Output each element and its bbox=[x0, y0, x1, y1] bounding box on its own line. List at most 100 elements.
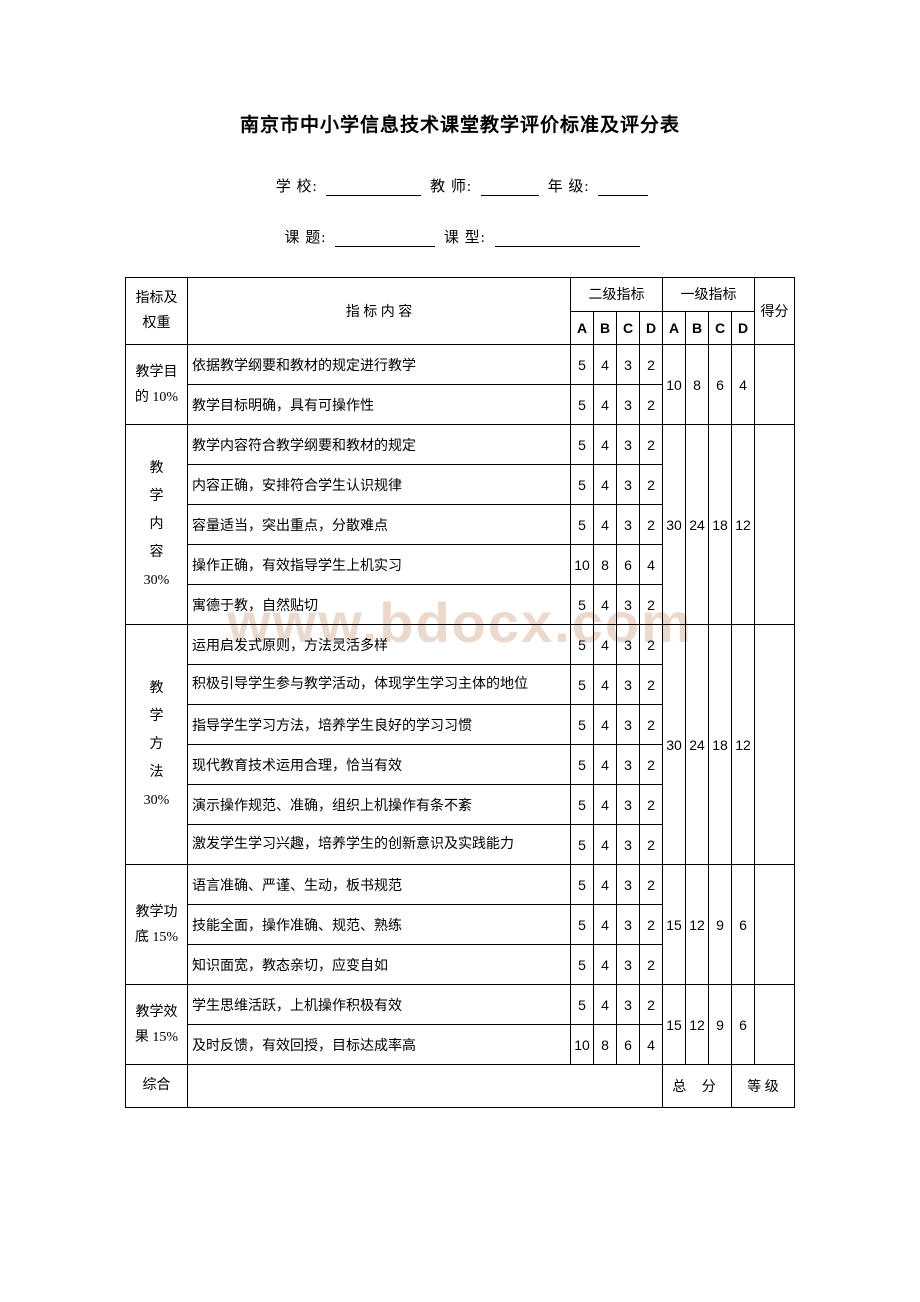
l2-score: 3 bbox=[617, 625, 640, 665]
l2-score: 4 bbox=[594, 945, 617, 985]
l2-score: 3 bbox=[617, 345, 640, 385]
l1-score: 24 bbox=[686, 625, 709, 865]
l2-score: 2 bbox=[640, 625, 663, 665]
section-weight: 教学功底 15% bbox=[126, 865, 188, 985]
l2-score: 5 bbox=[571, 985, 594, 1025]
l2-score: 2 bbox=[640, 705, 663, 745]
hdr-content: 指 标 内 容 bbox=[188, 278, 571, 345]
l2-score: 3 bbox=[617, 665, 640, 705]
l2-score: 2 bbox=[640, 585, 663, 625]
l2-score: 4 bbox=[594, 665, 617, 705]
score-cell bbox=[755, 345, 795, 425]
l2-score: 2 bbox=[640, 945, 663, 985]
l1-score: 12 bbox=[732, 425, 755, 625]
l2-score: 10 bbox=[571, 545, 594, 585]
l2-score: 3 bbox=[617, 705, 640, 745]
l2-score: 5 bbox=[571, 345, 594, 385]
criteria-desc: 教学内容符合教学纲要和教材的规定 bbox=[188, 425, 571, 465]
teacher-label: 教 师: bbox=[430, 179, 472, 195]
l2-score: 2 bbox=[640, 785, 663, 825]
criteria-desc: 内容正确，安排符合学生认识规律 bbox=[188, 465, 571, 505]
l1-score: 15 bbox=[663, 865, 686, 985]
school-blank bbox=[326, 180, 421, 197]
l2-score: 5 bbox=[571, 825, 594, 865]
l1-score: 30 bbox=[663, 425, 686, 625]
l2-score: 3 bbox=[617, 385, 640, 425]
l2-score: 2 bbox=[640, 425, 663, 465]
l1-score: 12 bbox=[686, 865, 709, 985]
footer-zonghe: 综合 bbox=[126, 1065, 188, 1107]
topic-label: 课 题: bbox=[284, 230, 326, 246]
evaluation-table: 指标及权重 指 标 内 容 二级指标 一级指标 得分 A B C D A B C… bbox=[125, 277, 795, 1108]
l1-score: 6 bbox=[732, 865, 755, 985]
l2-score: 4 bbox=[594, 585, 617, 625]
l2-score: 3 bbox=[617, 985, 640, 1025]
section-weight: 教学效果 15% bbox=[126, 985, 188, 1065]
grade-label: 年 级: bbox=[548, 179, 590, 195]
footer-grade: 等 级 bbox=[732, 1065, 795, 1107]
l2-score: 2 bbox=[640, 985, 663, 1025]
l2-score: 5 bbox=[571, 665, 594, 705]
criteria-desc: 依据教学纲要和教材的规定进行教学 bbox=[188, 345, 571, 385]
l1-score: 18 bbox=[709, 425, 732, 625]
l2-score: 2 bbox=[640, 745, 663, 785]
l1-score: 6 bbox=[709, 345, 732, 425]
l1-score: 12 bbox=[686, 985, 709, 1065]
criteria-desc: 容量适当，突出重点，分散难点 bbox=[188, 505, 571, 545]
l2-score: 3 bbox=[617, 865, 640, 905]
l1-score: 18 bbox=[709, 625, 732, 865]
l2-score: 5 bbox=[571, 945, 594, 985]
l2-score: 2 bbox=[640, 345, 663, 385]
l2-score: 4 bbox=[594, 905, 617, 945]
l2-score: 4 bbox=[594, 465, 617, 505]
l2-score: 5 bbox=[571, 505, 594, 545]
form-line-1: 学 校: 教 师: 年 级: bbox=[125, 175, 795, 196]
criteria-desc: 现代教育技术运用合理，恰当有效 bbox=[188, 745, 571, 785]
l2-score: 2 bbox=[640, 465, 663, 505]
criteria-desc: 语言准确、严谨、生动，板书规范 bbox=[188, 865, 571, 905]
l2-score: 5 bbox=[571, 865, 594, 905]
teacher-blank bbox=[481, 180, 539, 197]
hdr-score: 得分 bbox=[755, 278, 795, 345]
hdr-l1-c: C bbox=[709, 311, 732, 345]
form-line-2: 课 题: 课 型: bbox=[125, 226, 795, 247]
l2-score: 5 bbox=[571, 785, 594, 825]
section-weight: 教学内容30% bbox=[126, 425, 188, 625]
criteria-desc: 寓德于教，自然贴切 bbox=[188, 585, 571, 625]
hdr-l2-c: C bbox=[617, 311, 640, 345]
l1-score: 10 bbox=[663, 345, 686, 425]
l2-score: 2 bbox=[640, 825, 663, 865]
l2-score: 4 bbox=[594, 505, 617, 545]
l2-score: 3 bbox=[617, 505, 640, 545]
criteria-desc: 运用启发式原则，方法灵活多样 bbox=[188, 625, 571, 665]
l1-score: 6 bbox=[732, 985, 755, 1065]
l2-score: 3 bbox=[617, 945, 640, 985]
criteria-desc: 学生思维活跃，上机操作积极有效 bbox=[188, 985, 571, 1025]
l2-score: 5 bbox=[571, 705, 594, 745]
l2-score: 4 bbox=[594, 425, 617, 465]
score-cell bbox=[755, 985, 795, 1065]
criteria-desc: 及时反馈，有效回授，目标达成率高 bbox=[188, 1025, 571, 1065]
criteria-desc: 教学目标明确，具有可操作性 bbox=[188, 385, 571, 425]
l1-score: 30 bbox=[663, 625, 686, 865]
hdr-l1-a: A bbox=[663, 311, 686, 345]
l2-score: 3 bbox=[617, 785, 640, 825]
l2-score: 3 bbox=[617, 905, 640, 945]
l2-score: 4 bbox=[640, 1025, 663, 1065]
l1-score: 15 bbox=[663, 985, 686, 1065]
l1-score: 9 bbox=[709, 985, 732, 1065]
l2-score: 6 bbox=[617, 545, 640, 585]
l2-score: 3 bbox=[617, 745, 640, 785]
footer-blank bbox=[188, 1065, 663, 1107]
l2-score: 2 bbox=[640, 865, 663, 905]
hdr-l2-b: B bbox=[594, 311, 617, 345]
l1-score: 4 bbox=[732, 345, 755, 425]
l2-score: 8 bbox=[594, 1025, 617, 1065]
l2-score: 3 bbox=[617, 425, 640, 465]
l2-score: 5 bbox=[571, 905, 594, 945]
criteria-desc: 积极引导学生参与教学活动，体现学生学习主体的地位 bbox=[188, 665, 571, 705]
l2-score: 4 bbox=[594, 865, 617, 905]
l2-score: 4 bbox=[640, 545, 663, 585]
l2-score: 2 bbox=[640, 665, 663, 705]
hdr-weight: 指标及权重 bbox=[126, 278, 188, 345]
